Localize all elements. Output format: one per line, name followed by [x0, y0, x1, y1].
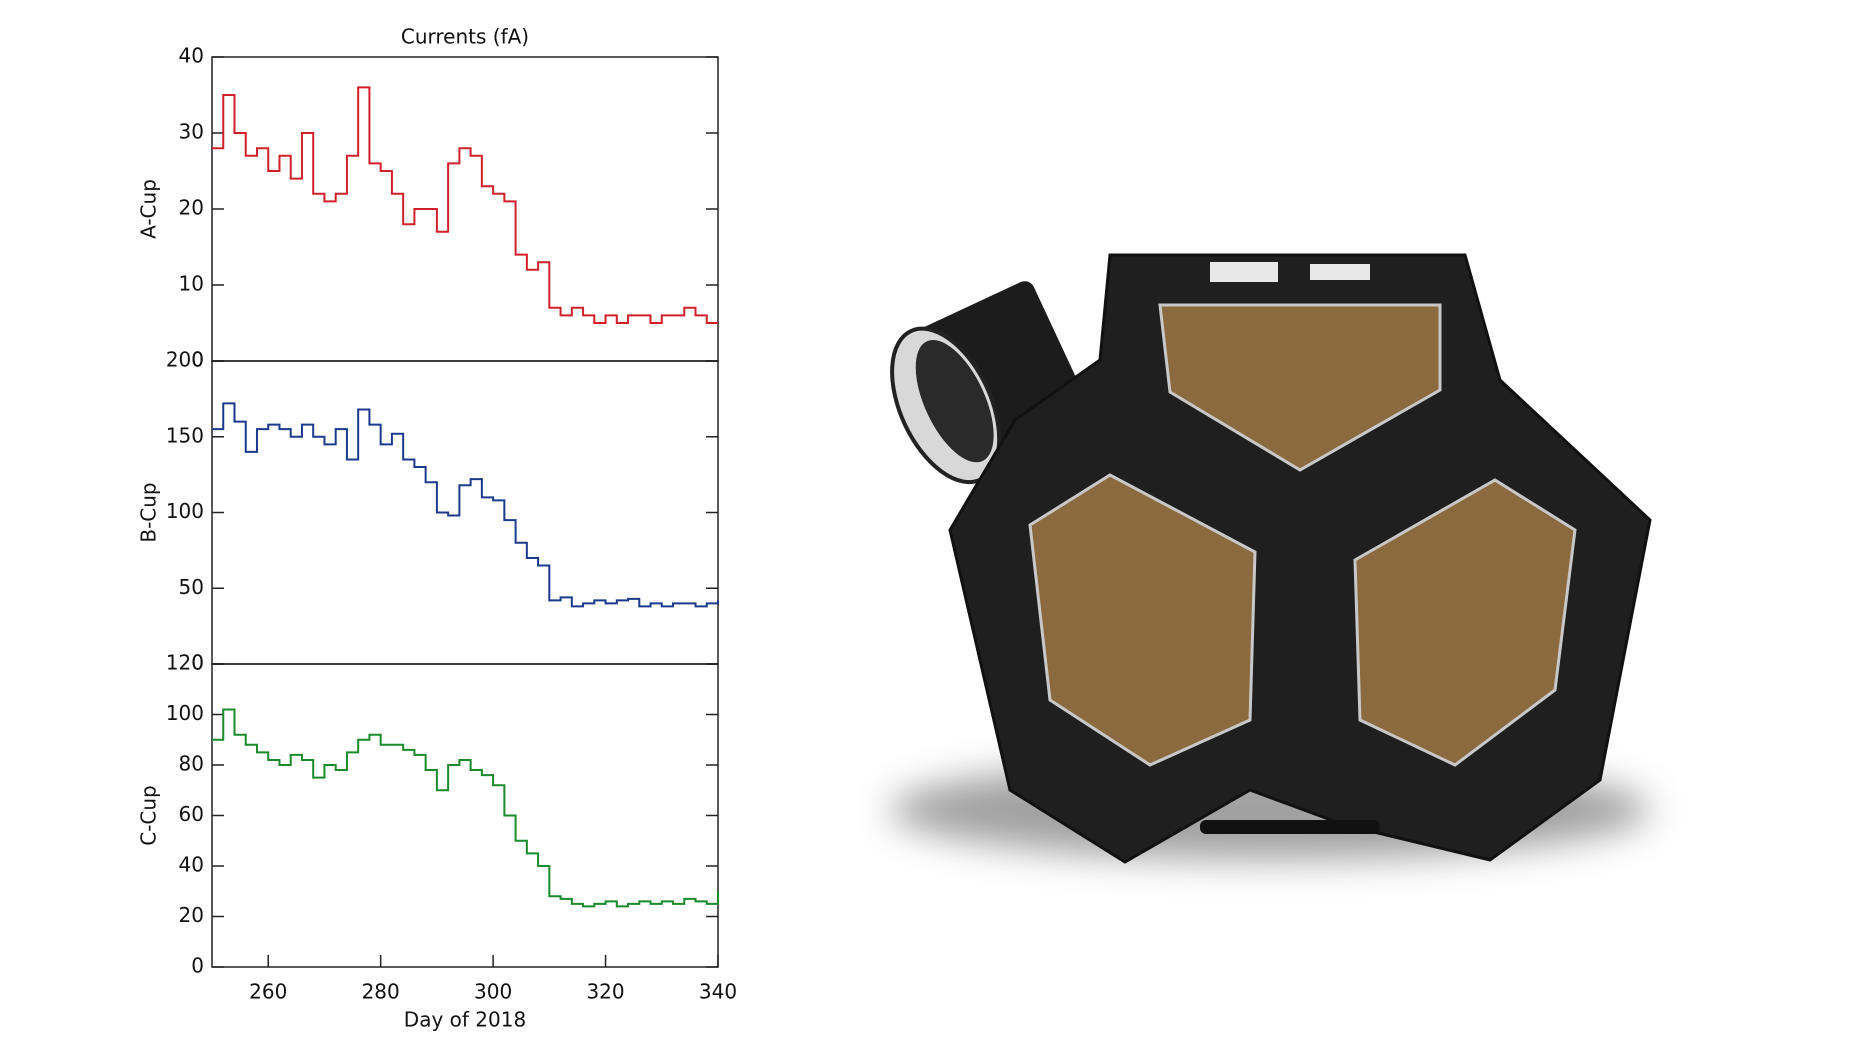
y-tick-label: 0: [191, 954, 204, 978]
y-tick-label: 20: [179, 903, 204, 927]
y-tick-label: 10: [179, 272, 204, 296]
y-tick-label: 30: [179, 120, 204, 144]
x-tick-label: 260: [249, 980, 287, 1004]
y-tick-label: 0: [191, 651, 204, 675]
plot-frame: [211, 663, 719, 968]
plot-frame: [211, 360, 719, 665]
x-tick-label: 320: [586, 980, 624, 1004]
y-axis-label: B-Cup: [137, 482, 161, 542]
y-tick-label: 100: [166, 701, 204, 725]
y-tick-label: 40: [179, 44, 204, 68]
y-tick-label: 40: [179, 853, 204, 877]
y-tick-label: 20: [179, 196, 204, 220]
y-tick-label: 50: [179, 575, 204, 599]
y-axis-label: A-Cup: [137, 179, 161, 239]
y-tick-label: 150: [166, 423, 204, 447]
y-tick-label: 200: [166, 348, 204, 372]
x-tick-label: 340: [699, 980, 737, 1004]
data-line: [212, 86, 718, 324]
y-tick-label: 80: [179, 752, 204, 776]
y-tick-label: 60: [179, 802, 204, 826]
data-line: [212, 402, 719, 608]
x-tick-label: 300: [474, 980, 512, 1004]
instrument-photo: [890, 253, 1652, 864]
x-axis-label: Day of 2018: [404, 1008, 526, 1032]
y-tick-label: 100: [166, 499, 204, 523]
data-line: [212, 708, 719, 908]
y-axis-label: C-Cup: [137, 785, 161, 846]
y-tick-label: 0: [191, 348, 204, 372]
y-tick-label: 120: [166, 651, 204, 675]
x-tick-label: 280: [362, 980, 400, 1004]
chart-title: Currents (fA): [401, 25, 529, 49]
